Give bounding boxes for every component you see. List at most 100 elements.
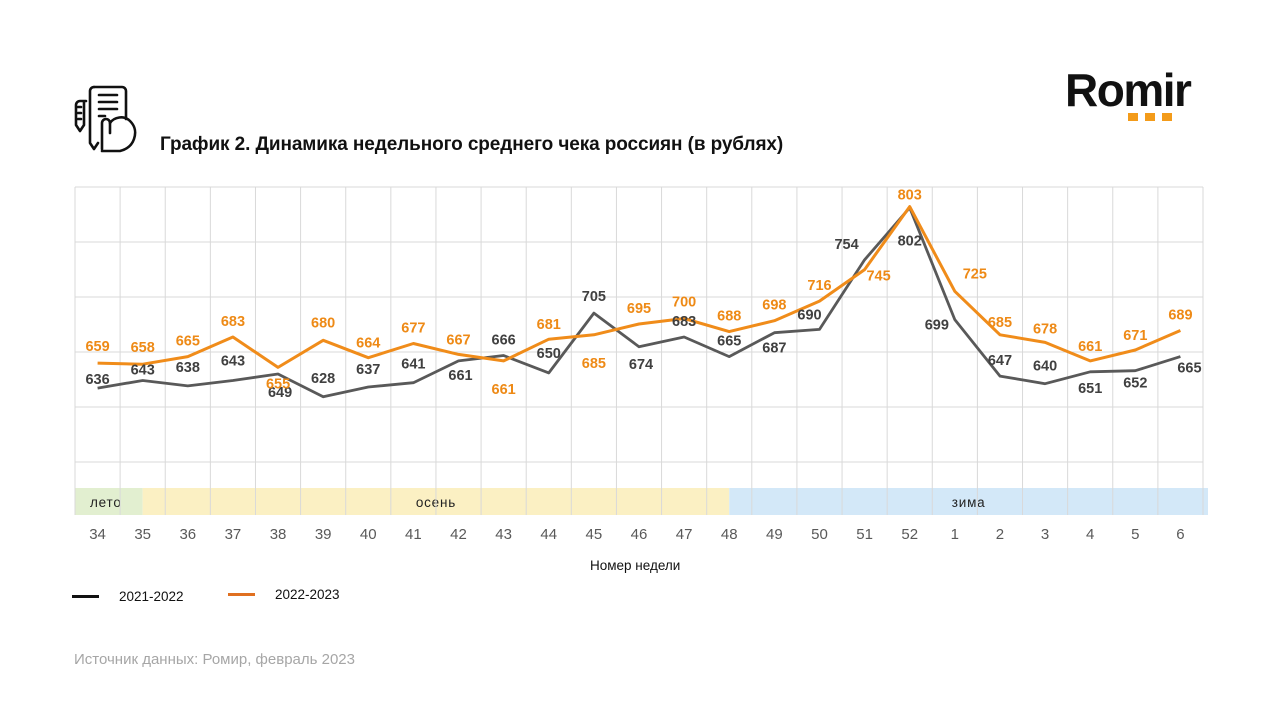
data-label: 681 (537, 317, 561, 333)
data-label: 643 (221, 353, 245, 369)
data-label: 690 (797, 307, 821, 323)
season-band-2 (729, 488, 1208, 515)
x-tick-label: 35 (134, 526, 151, 543)
x-tick-label: 46 (631, 526, 648, 543)
data-label: 695 (627, 301, 651, 317)
legend-swatch (228, 592, 255, 596)
data-label: 650 (537, 346, 561, 362)
season-label: лето (90, 495, 122, 510)
x-axis-label: Номер недели (590, 558, 681, 573)
receipt-hand-icon (74, 85, 137, 153)
x-tick-label: 52 (901, 526, 918, 543)
grid (74, 186, 1204, 515)
season-label: зима (952, 495, 986, 510)
data-label: 628 (311, 371, 335, 387)
data-label: 716 (807, 278, 831, 294)
logo-text: Romir (1065, 64, 1192, 116)
x-tick-label: 48 (721, 526, 738, 543)
x-tick-label: 5 (1131, 526, 1139, 543)
data-label: 661 (448, 368, 472, 384)
data-label: 700 (672, 295, 696, 311)
data-label: 665 (1177, 361, 1201, 377)
data-label: 665 (717, 334, 741, 350)
data-label: 640 (1033, 359, 1057, 375)
x-tick-label: 36 (179, 526, 196, 543)
data-label: 680 (311, 315, 335, 331)
x-tick-label: 39 (315, 526, 332, 543)
series-line-2021-2022 (97, 206, 1181, 399)
data-label: 685 (988, 315, 1012, 331)
x-tick-label: 44 (540, 526, 557, 543)
logo-dot (1128, 113, 1138, 121)
data-label: 705 (582, 289, 606, 305)
x-tick-label: 2 (996, 526, 1004, 543)
logo-dot (1162, 113, 1172, 121)
data-label: 649 (268, 385, 292, 401)
legend-label: 2021-2022 (119, 588, 184, 604)
data-label: 666 (492, 332, 516, 348)
series-lines (97, 205, 1181, 399)
x-tick-label: 42 (450, 526, 467, 543)
x-tick-label: 45 (586, 526, 603, 543)
x-tick-label: 38 (270, 526, 287, 543)
data-label: 754 (834, 237, 858, 253)
data-label: 636 (85, 372, 109, 388)
x-tick-label: 50 (811, 526, 828, 543)
x-tick-label: 43 (495, 526, 512, 543)
series-line-2022-2023 (97, 205, 1181, 369)
x-tick-label: 40 (360, 526, 377, 543)
data-label: 699 (925, 318, 949, 334)
data-label: 655 (266, 376, 290, 392)
data-label: 659 (85, 339, 109, 355)
data-label: 665 (176, 334, 200, 350)
data-label: 664 (356, 336, 380, 352)
x-tick-label: 1 (951, 526, 959, 543)
x-tick-label: 34 (89, 526, 106, 543)
x-tick-label: 47 (676, 526, 693, 543)
data-label: 652 (1123, 376, 1147, 392)
data-label: 689 (1168, 307, 1192, 323)
data-label: 677 (401, 321, 425, 337)
data-label: 637 (356, 362, 380, 378)
data-label: 683 (672, 314, 696, 330)
data-label: 667 (446, 332, 470, 348)
legend-item-2021-2022: 2021-2022 (72, 586, 184, 606)
x-tick-label: 3 (1041, 526, 1049, 543)
legend-item-2022-2023: 2022-2023 (228, 584, 340, 604)
x-tick-label: 49 (766, 526, 783, 543)
x-axis-ticks: 34 35 36 37 38 39 40 41 42 43 44 45 46 47 48 49 50 51 52 1 2… (89, 526, 1184, 543)
data-label: 687 (762, 341, 786, 357)
data-label: 674 (629, 357, 653, 373)
data-label: 661 (1078, 339, 1102, 355)
legend-swatch (72, 594, 99, 598)
source-note: Источник данных: Ромир, февраль 2023 (74, 651, 355, 668)
x-tick-label: 4 (1086, 526, 1094, 543)
x-tick-label: 37 (225, 526, 242, 543)
data-label: 698 (762, 298, 786, 314)
season-band-0 (75, 488, 143, 515)
data-label: 803 (898, 188, 922, 204)
data-label: 678 (1033, 321, 1057, 337)
x-tick-label: 41 (405, 526, 422, 543)
data-labels: 636 643 638 643 649 628 637 641 661 666 650 705 674 6… (85, 188, 1201, 401)
season-bands: лето осень зима (75, 488, 1208, 515)
data-label: 725 (963, 266, 987, 282)
x-tick-label: 51 (856, 526, 873, 543)
logo-dot (1145, 113, 1155, 121)
data-label: 643 (131, 362, 155, 378)
data-label: 658 (131, 340, 155, 356)
data-label: 661 (492, 382, 516, 398)
data-label: 651 (1078, 381, 1102, 397)
data-label: 683 (221, 314, 245, 330)
data-label: 802 (898, 234, 922, 250)
data-label: 685 (582, 356, 606, 372)
data-label: 688 (717, 309, 741, 325)
data-label: 638 (176, 360, 200, 376)
x-tick-label: 6 (1176, 526, 1184, 543)
legend-label: 2022-2023 (275, 586, 340, 602)
romir-logo: Romir (1065, 62, 1215, 124)
data-label: 671 (1123, 328, 1147, 344)
data-label: 641 (401, 357, 425, 373)
data-label: 647 (988, 353, 1012, 369)
data-label: 745 (866, 269, 890, 285)
